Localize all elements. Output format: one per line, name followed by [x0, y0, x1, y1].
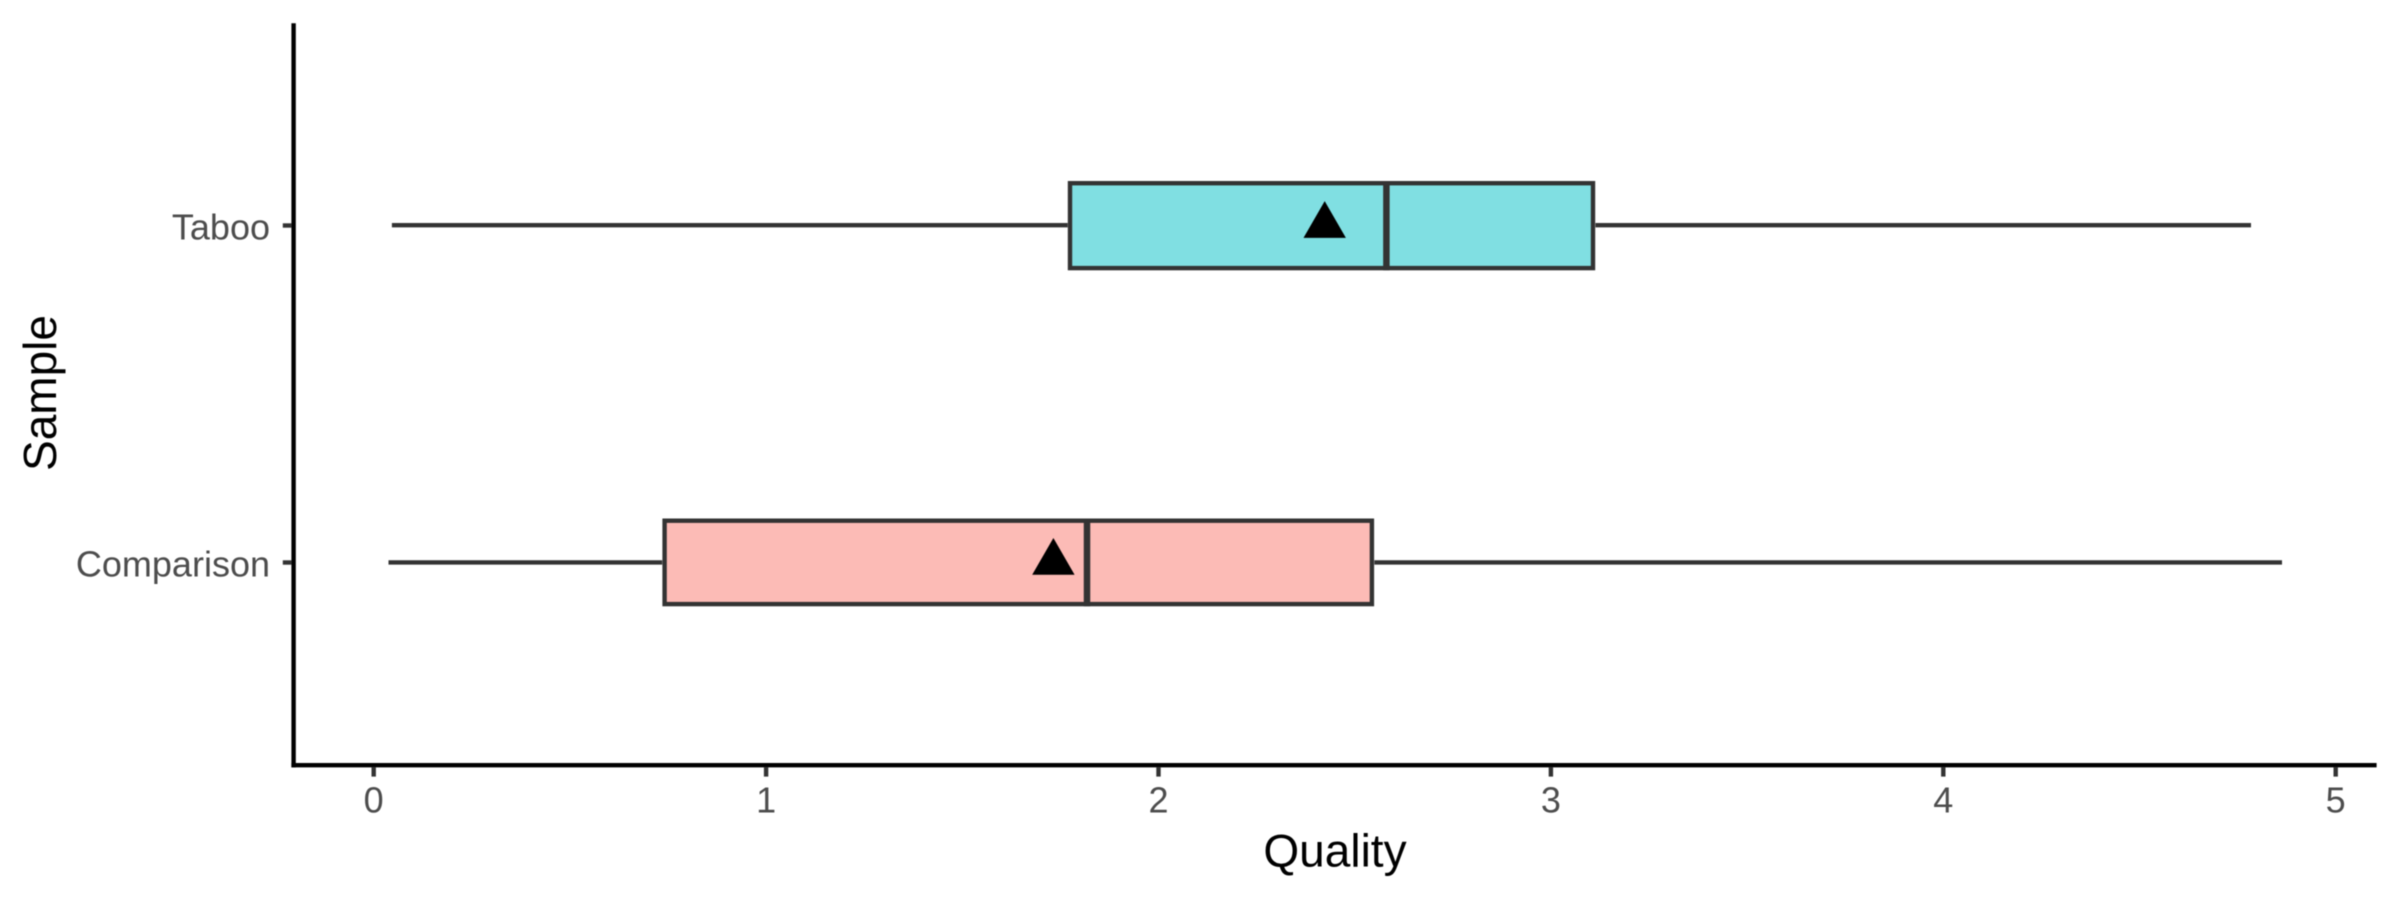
svg-text:0: 0 — [364, 780, 384, 821]
svg-text:4: 4 — [1933, 780, 1953, 821]
svg-text:3: 3 — [1541, 780, 1561, 821]
svg-text:Quality: Quality — [1263, 825, 1406, 877]
svg-text:Taboo: Taboo — [172, 207, 270, 248]
svg-text:1: 1 — [756, 780, 776, 821]
svg-text:Sample: Sample — [14, 315, 66, 471]
svg-text:2: 2 — [1148, 780, 1168, 821]
svg-text:5: 5 — [2326, 780, 2346, 821]
svg-text:Comparison: Comparison — [76, 544, 270, 585]
